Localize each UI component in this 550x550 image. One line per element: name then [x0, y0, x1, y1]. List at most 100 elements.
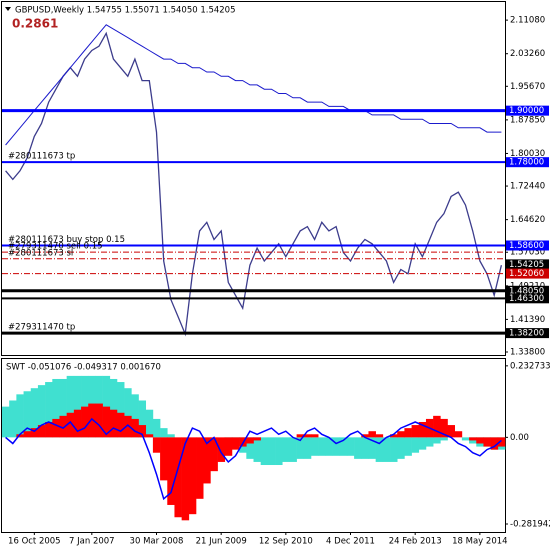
area-bar [483, 437, 491, 447]
area-bar [145, 409, 154, 438]
area-bar [253, 437, 261, 462]
area-bar [210, 437, 218, 472]
y-tick-label: 1.57030 [510, 248, 545, 258]
area-bar [246, 437, 254, 459]
y-tick-label: 0.00 [510, 433, 529, 443]
level-price-box [506, 285, 549, 296]
level-price-box [506, 105, 549, 116]
area-bar [454, 431, 463, 438]
series-line [5, 24, 502, 146]
area-bar [95, 403, 103, 438]
level-price-label: 1.52060 [509, 269, 544, 279]
main-frame [1, 1, 506, 356]
area-bar [116, 412, 125, 438]
area-bar [45, 382, 53, 438]
area-bar [310, 437, 319, 456]
area-bar [469, 437, 477, 441]
y-tick-label: 1.64620 [510, 215, 545, 225]
area-bar [310, 434, 319, 438]
area-bar [160, 428, 168, 438]
menu-arrow[interactable] [5, 7, 11, 11]
area-bar [37, 425, 46, 438]
area-bar [375, 434, 384, 438]
level-price-label: 1.38200 [509, 329, 544, 339]
area-bar [37, 385, 46, 438]
area-bar [231, 437, 240, 450]
area-bar [45, 421, 53, 438]
area-bar [73, 409, 82, 438]
area-bar [390, 437, 398, 462]
area-bar [16, 394, 24, 438]
area-bar [138, 400, 147, 438]
y-tick-label: 2.03260 [510, 49, 545, 59]
area-bar [152, 418, 161, 438]
y-tick-label: 0.232733 [510, 361, 550, 371]
x-tick-label: 7 Jan 2007 [69, 537, 115, 547]
area-bar [109, 409, 118, 438]
area-bar [109, 378, 118, 438]
x-tick-label: 24 Feb 2013 [389, 537, 442, 547]
series-line [5, 417, 502, 501]
x-tick-label: 30 Mar 2008 [130, 537, 184, 547]
area-bar [440, 418, 448, 438]
area-bar [296, 437, 305, 459]
area-bar [9, 400, 17, 438]
area-bar [52, 418, 60, 438]
area-bar [267, 437, 276, 466]
area-bar [131, 394, 139, 438]
area-bar [418, 421, 427, 438]
area-bar [404, 437, 412, 456]
x-tick-label: 21 Jun 2009 [196, 537, 247, 547]
area-bar [73, 375, 82, 438]
area-bar [23, 391, 32, 438]
area-bar [124, 415, 132, 438]
area-bar [397, 431, 405, 438]
area-bar [275, 437, 283, 466]
area-bar [59, 378, 67, 438]
level-label: #279311470 sell 0.15 [8, 242, 103, 252]
area-bar [390, 434, 398, 438]
area-bar [368, 431, 376, 438]
area-bar [124, 388, 132, 438]
area-bar [461, 437, 470, 441]
area-bar [66, 412, 75, 438]
area-bar [433, 415, 441, 438]
area-bar [425, 437, 434, 447]
area-bar [116, 382, 125, 438]
area-bar [30, 428, 39, 438]
area-bar [174, 437, 182, 518]
chart-title: GBPUSD,Weekly 1.54755 1.55071 1.54050 1.… [15, 6, 236, 16]
level-price-label: 1.78000 [509, 158, 544, 168]
area-bar [397, 437, 405, 459]
indicator-frame [1, 358, 506, 533]
area-bar [469, 437, 477, 444]
level-price-label: 1.46300 [509, 294, 544, 304]
level-price-label: 1.48050 [509, 286, 544, 296]
x-tick-label: 4 Dec 2011 [326, 537, 375, 547]
area-bar [382, 437, 391, 462]
area-bar [325, 437, 333, 456]
area-bar [81, 406, 89, 438]
area-bar [167, 437, 175, 505]
area-bar [497, 437, 506, 447]
area-bar [354, 437, 362, 459]
area-bar [88, 403, 96, 438]
area-bar [303, 437, 312, 459]
area-bar [30, 388, 39, 438]
y-tick-label: -0.281942 [510, 519, 550, 529]
level-label: #280111673 sl [8, 248, 73, 258]
area-bar [138, 425, 147, 438]
x-tick-label: 18 May 2014 [452, 537, 507, 547]
y-tick-label: 1.80030 [510, 149, 545, 159]
level-label: #279311470 tp [8, 323, 75, 333]
y-tick-label: 2.11080 [510, 16, 545, 26]
area-bar [246, 437, 254, 444]
level-price-label: 1.90000 [509, 106, 544, 116]
area-bar [181, 437, 190, 521]
area-bar [66, 375, 75, 438]
y-tick-label: 1.33800 [510, 347, 545, 357]
area-bar [102, 406, 111, 438]
area-bar [411, 425, 420, 438]
area-bar [375, 437, 384, 462]
